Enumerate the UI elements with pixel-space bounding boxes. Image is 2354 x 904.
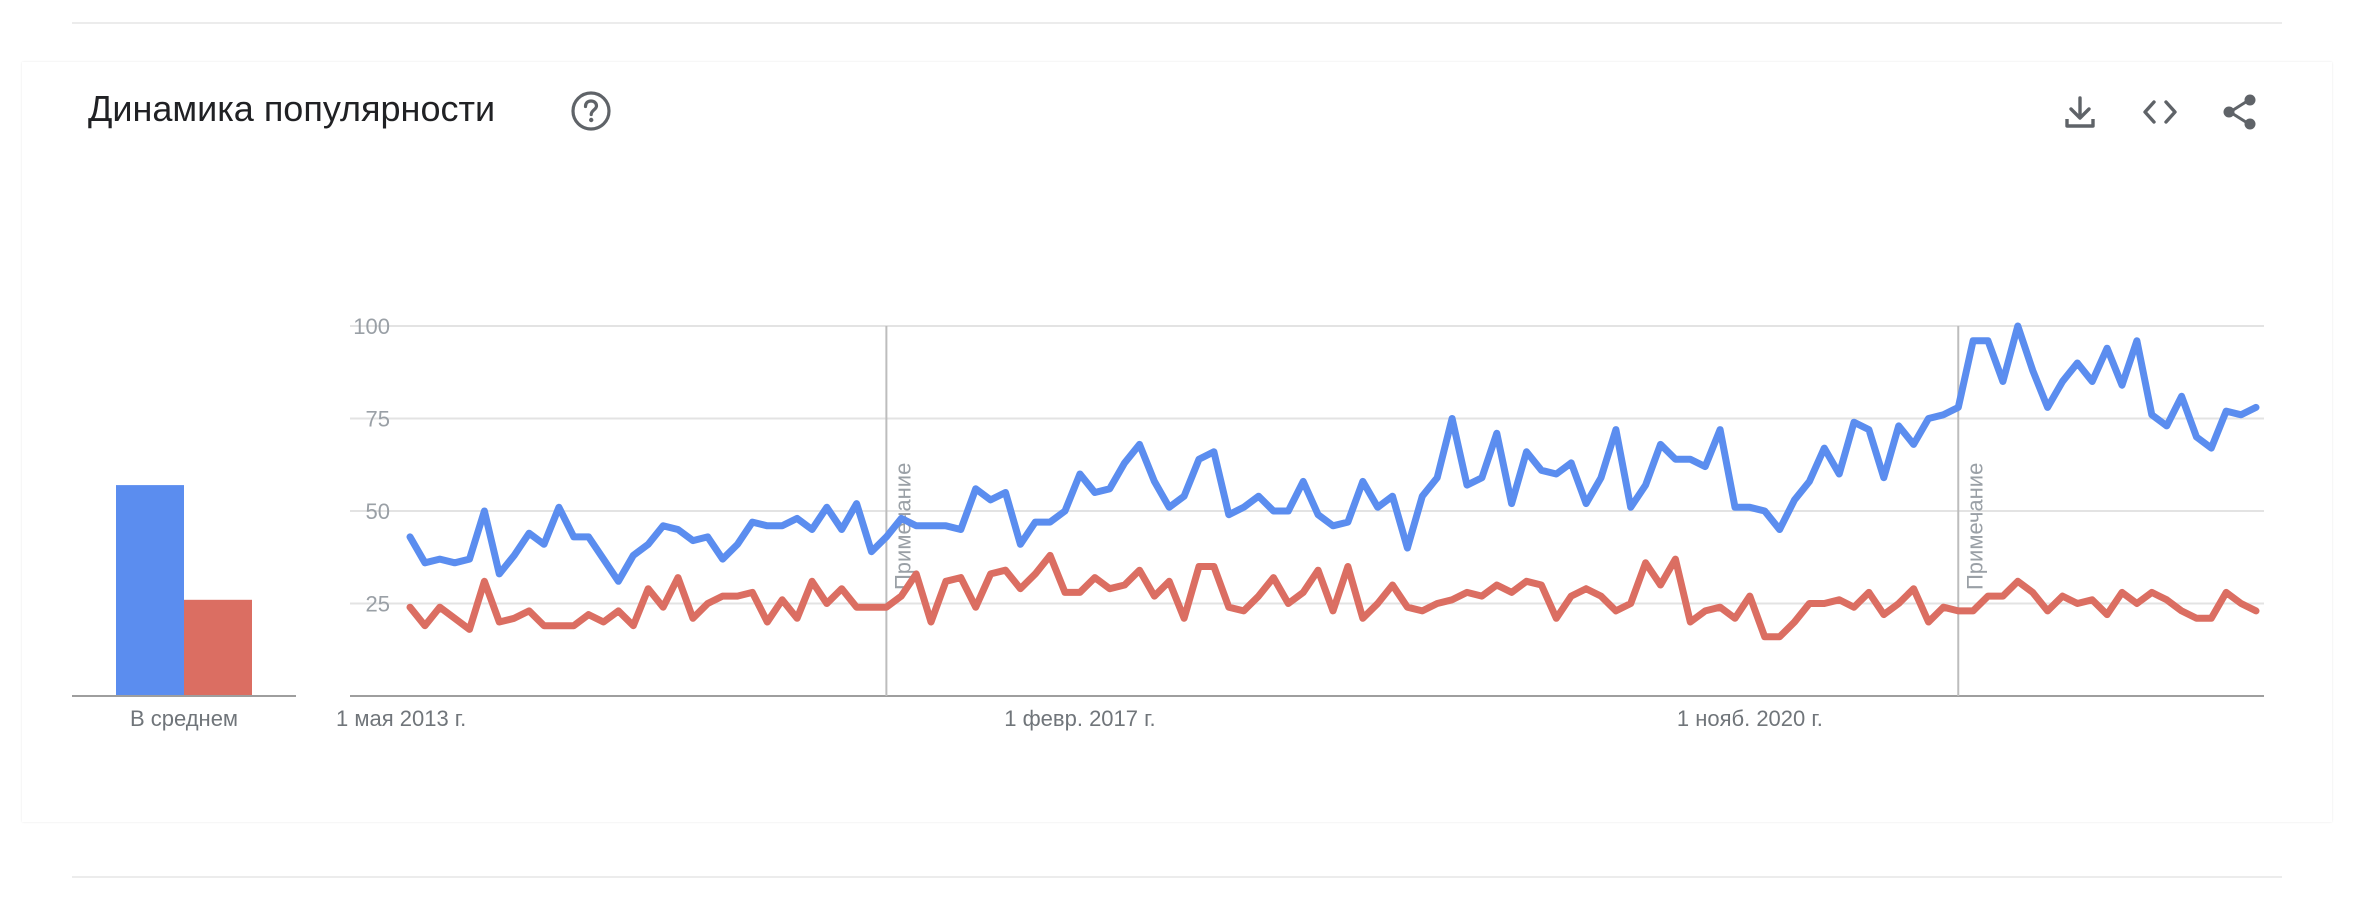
series-line-2 bbox=[406, 551, 2260, 641]
code-icon[interactable] bbox=[2140, 92, 2180, 132]
chart-grid: 25 50 75 100 bbox=[350, 314, 2264, 697]
x-tick-label-2: 1 февр. 2017 г. bbox=[1004, 706, 1155, 731]
x-axis-ticks: 1 мая 2013 г. 1 февр. 2017 г. 1 нояб. 2020… bbox=[336, 706, 1823, 731]
help-circle-icon[interactable] bbox=[570, 90, 612, 132]
x-tick-label-1: 1 мая 2013 г. bbox=[336, 706, 466, 731]
y-tick-label-75: 75 bbox=[366, 407, 390, 432]
download-icon[interactable] bbox=[2060, 92, 2100, 132]
chart-series bbox=[406, 322, 2260, 641]
average-bars: В среднем bbox=[72, 485, 296, 731]
y-tick-label-50: 50 bbox=[366, 499, 390, 524]
y-tick-label-25: 25 bbox=[366, 592, 390, 617]
y-tick-label-100: 100 bbox=[353, 314, 390, 339]
x-tick-label-3: 1 нояб. 2020 г. bbox=[1677, 706, 1823, 731]
average-bar-2 bbox=[184, 599, 252, 696]
chart-annotations: Примечание Примечание bbox=[885, 326, 1987, 696]
card-title: Динамика популярности bbox=[88, 88, 496, 129]
average-bar-1 bbox=[116, 485, 184, 696]
series-line-1 bbox=[406, 322, 2260, 585]
bottom-divider bbox=[72, 876, 2282, 878]
average-label: В среднем bbox=[130, 706, 238, 731]
share-icon[interactable] bbox=[2220, 92, 2260, 132]
top-divider bbox=[72, 22, 2282, 24]
annotation-label-2: Примечание bbox=[1962, 463, 1987, 590]
